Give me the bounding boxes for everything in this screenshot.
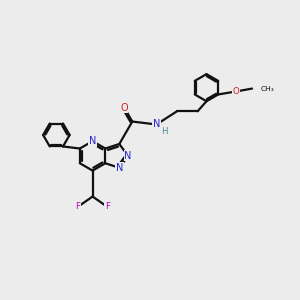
- Text: H: H: [161, 127, 168, 136]
- Text: F: F: [75, 202, 80, 211]
- Text: N: N: [116, 163, 123, 173]
- Text: O: O: [232, 87, 239, 96]
- Text: N: N: [153, 119, 160, 130]
- Text: F: F: [105, 202, 110, 211]
- Text: O: O: [120, 103, 128, 112]
- Text: N: N: [89, 136, 96, 146]
- Text: N: N: [124, 151, 132, 161]
- Text: CH₃: CH₃: [260, 85, 274, 91]
